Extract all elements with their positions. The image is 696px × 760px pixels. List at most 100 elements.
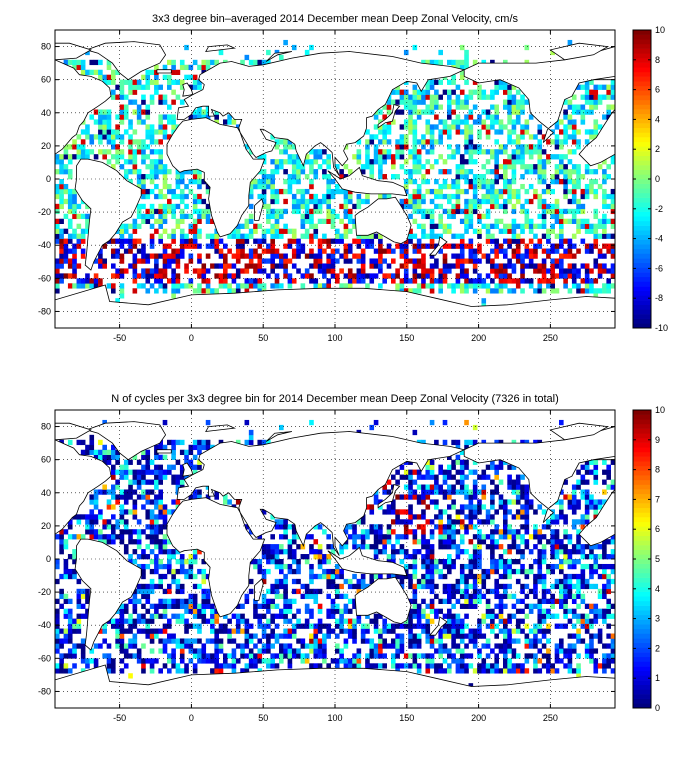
bin-cell <box>352 573 357 580</box>
bin-cell <box>322 263 327 269</box>
bin-cell <box>567 218 573 224</box>
bin-cell <box>369 273 375 279</box>
bin-cell <box>447 59 452 66</box>
bin-cell <box>115 129 120 135</box>
bin-cell <box>507 258 512 264</box>
bin-cell <box>447 268 452 274</box>
bin-cell <box>494 154 499 160</box>
bin-cell <box>468 154 474 160</box>
bin-cell <box>559 593 564 600</box>
bin-cell <box>235 628 241 634</box>
bin-cell <box>145 208 151 215</box>
bin-cell <box>434 278 439 284</box>
bin-cell <box>304 188 310 195</box>
bin-cell <box>464 613 469 619</box>
bin-cell <box>589 648 594 654</box>
bin-cell <box>477 554 482 560</box>
bin-cell <box>503 623 508 629</box>
bin-cell <box>602 583 607 590</box>
bin-cell <box>192 494 198 500</box>
bin-cell <box>485 223 491 229</box>
bin-cell <box>559 218 564 224</box>
bin-cell <box>494 633 499 639</box>
bin-cell <box>472 534 478 540</box>
bin-cell <box>72 534 77 540</box>
bin-cell <box>149 658 155 664</box>
bin-cell <box>481 539 487 545</box>
bin-cell <box>93 504 99 510</box>
bin-cell <box>360 268 366 274</box>
bin-cell <box>313 623 319 629</box>
bin-cell <box>515 248 521 254</box>
bin-cell <box>580 94 586 100</box>
bin-cell <box>472 479 478 485</box>
bin-cell <box>102 638 107 644</box>
bin-cell <box>287 663 293 669</box>
bin-cell <box>490 559 495 565</box>
bin-cell <box>554 643 560 649</box>
bin-cell <box>162 549 168 555</box>
bin-cell <box>201 618 207 624</box>
bin-cell <box>541 258 547 264</box>
bin-cell <box>80 534 86 540</box>
bin-cell <box>223 663 228 669</box>
bin-cell <box>507 139 512 145</box>
bin-cell <box>287 643 293 649</box>
bin-cell <box>472 603 478 609</box>
bin-cell <box>477 248 482 254</box>
bin-cell <box>63 243 69 249</box>
bin-cell <box>270 628 275 634</box>
bin-cell <box>158 99 163 105</box>
bin-cell <box>528 154 534 160</box>
bin-cell <box>119 658 125 664</box>
bin-cell <box>184 64 189 71</box>
bin-cell <box>425 623 431 629</box>
bin-cell <box>205 618 211 624</box>
bin-cell <box>464 243 469 249</box>
bin-cell <box>408 608 413 614</box>
bin-cell <box>184 243 189 249</box>
bin-cell <box>279 213 284 220</box>
bin-cell <box>253 613 258 619</box>
bin-cell <box>378 119 383 125</box>
bin-cell <box>201 59 207 66</box>
colorbar-tick-label: -2 <box>655 204 663 214</box>
bin-cell <box>76 203 82 210</box>
bin-cell <box>520 504 525 510</box>
bin-cell <box>326 198 331 205</box>
bin-cell <box>412 573 418 580</box>
bin-cell <box>442 489 448 495</box>
bin-cell <box>270 159 275 165</box>
bin-cell <box>67 623 73 629</box>
bin-cell <box>261 593 267 600</box>
bin-cell <box>352 273 357 279</box>
bin-cell <box>158 129 163 135</box>
bin-cell <box>154 529 159 535</box>
bin-cell <box>429 519 435 525</box>
bin-cell <box>85 519 90 525</box>
bin-cell <box>111 288 116 294</box>
bin-cell <box>481 494 487 500</box>
bin-cell <box>447 89 452 95</box>
bin-cell <box>205 598 211 604</box>
bin-cell <box>145 534 151 540</box>
bin-cell <box>72 258 77 264</box>
bin-cell <box>347 218 353 224</box>
bin-cell <box>98 643 103 649</box>
colorbar-tick-label: -10 <box>655 323 668 333</box>
bin-cell <box>429 563 435 570</box>
bin-cell <box>399 583 405 590</box>
bin-cell <box>408 154 413 160</box>
bin-cell <box>584 563 590 570</box>
bin-cell <box>399 578 405 585</box>
bin-cell <box>141 568 146 575</box>
bin-cell <box>421 193 426 200</box>
bin-cell <box>119 273 125 279</box>
bin-cell <box>171 99 176 105</box>
bin-cell <box>485 638 491 644</box>
bin-cell <box>119 268 125 274</box>
bin-cell <box>136 223 142 229</box>
bin-cell <box>317 648 323 654</box>
bin-cell <box>326 544 331 550</box>
bin-cell <box>550 529 555 535</box>
